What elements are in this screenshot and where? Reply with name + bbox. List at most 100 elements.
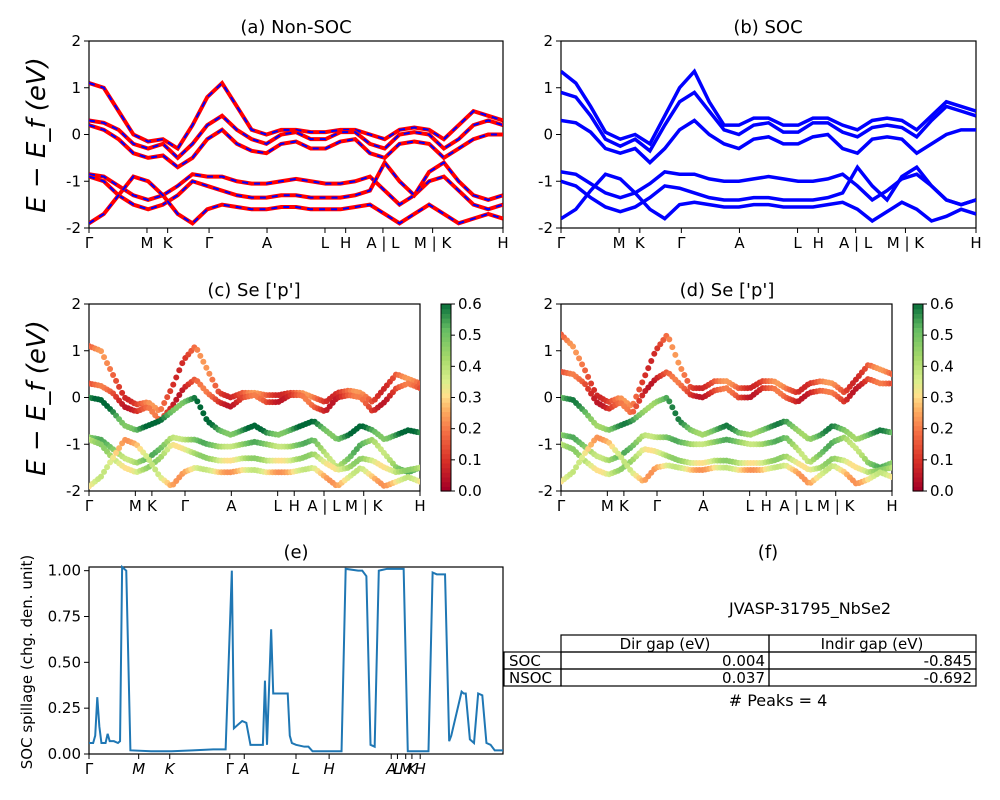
colorbar-segment xyxy=(441,458,451,464)
x-tick-label: Γ xyxy=(677,234,686,252)
projection-point xyxy=(588,380,595,387)
projection-point xyxy=(624,462,631,469)
series-group xyxy=(89,79,503,226)
colorbar-segment xyxy=(913,304,923,310)
colorbar-segment xyxy=(441,318,451,324)
colorbar-segment xyxy=(913,416,923,422)
y-tick-label: -2 xyxy=(538,219,553,237)
plot-frame xyxy=(88,566,504,755)
x-tick-label: L xyxy=(292,760,300,778)
colorbar: 0.0 0.1 0.2 0.3 0.4 0.5 0.6 xyxy=(912,295,954,500)
y-tick-label: 2 xyxy=(543,295,553,313)
projection-point xyxy=(660,337,667,344)
projection-point xyxy=(176,391,183,398)
table-cell-value: -0.845 xyxy=(924,652,972,670)
colorbar-segment xyxy=(441,430,451,436)
projection-point xyxy=(161,400,168,407)
colorbar-segment xyxy=(441,467,451,473)
panel-f-title: (f) xyxy=(758,542,778,563)
colorbar-segment xyxy=(441,472,451,478)
band-line-dashed xyxy=(89,124,503,169)
y-tick-label: -1 xyxy=(66,435,81,453)
x-tick-label: A xyxy=(385,760,396,778)
x-tick-label: A | L xyxy=(307,497,341,515)
projection-point xyxy=(672,351,679,358)
projection-point xyxy=(588,390,595,397)
projection-point xyxy=(681,371,688,378)
colorbar-segment xyxy=(913,341,923,347)
projection-point xyxy=(197,352,204,359)
x-tick-label: L xyxy=(393,760,401,778)
panel-c-ylabel: E − E_f (eV) xyxy=(22,320,52,476)
projection-point xyxy=(579,361,586,368)
x-tick-label: H xyxy=(970,234,981,252)
peaks-count: # Peaks = 4 xyxy=(729,691,828,710)
y-tick-label: 1.00 xyxy=(48,562,81,580)
colorbar-segment xyxy=(913,439,923,445)
colorbar-segment xyxy=(913,486,923,492)
projection-point xyxy=(579,454,586,461)
colorbar-segment xyxy=(913,313,923,319)
projection-point xyxy=(101,468,108,475)
band-line xyxy=(561,164,976,214)
colorbar-segment xyxy=(913,350,923,357)
colorbar-segment xyxy=(913,388,923,394)
colorbar-segment xyxy=(913,411,923,417)
series-group xyxy=(561,331,892,487)
panel-f: (f) JVASP-31795_NbSe2 Dir gap (eV) Indir… xyxy=(503,542,977,710)
projection-point xyxy=(642,372,649,379)
table-col-header: Indir gap (eV) xyxy=(821,635,924,653)
projection-point xyxy=(179,360,186,367)
colorbar-segment xyxy=(913,308,923,314)
colorbar-segment xyxy=(441,332,451,338)
series-group xyxy=(89,343,420,490)
y-tick-label: -1 xyxy=(538,435,553,453)
projection-point xyxy=(194,398,201,405)
projection-point xyxy=(651,350,658,357)
colorbar-segment xyxy=(913,406,923,413)
projection-point xyxy=(101,354,108,361)
colorbar-segment xyxy=(441,336,451,342)
y-tick-label: 1 xyxy=(71,79,81,97)
colorbar-segment xyxy=(441,355,451,361)
panel-a-title: (a) Non-SOC xyxy=(240,17,351,38)
colorbar-segment xyxy=(913,434,923,441)
projection-point xyxy=(684,377,691,384)
colorbar-tick-label: 0.2 xyxy=(458,420,482,438)
x-tick-label: A xyxy=(226,497,237,515)
panel-c-title: (c) Se ['p'] xyxy=(207,280,300,301)
x-tick-label: H xyxy=(497,234,508,252)
projection-point xyxy=(173,396,180,403)
projection-point xyxy=(209,376,216,383)
colorbar-tick-label: 0.5 xyxy=(930,326,954,344)
x-tick-label: Γ xyxy=(653,497,662,515)
y-tick-label: 0 xyxy=(71,389,81,407)
projection-point xyxy=(98,473,105,480)
projection-point xyxy=(889,380,892,387)
projection-point xyxy=(200,358,207,365)
x-tick-label: Γ xyxy=(226,760,235,778)
series-group xyxy=(561,68,976,224)
colorbar-tick-label: 0.1 xyxy=(930,451,954,469)
colorbar-segment xyxy=(913,322,923,328)
x-tick-label: M xyxy=(140,234,153,252)
projection-point xyxy=(107,366,114,373)
x-tick-label: H xyxy=(761,497,772,515)
x-tick-label: M xyxy=(613,234,626,252)
projection-point xyxy=(573,349,580,356)
y-tick-label: 2 xyxy=(71,295,81,313)
colorbar: 0.0 0.1 0.2 0.3 0.4 0.5 0.6 xyxy=(440,295,482,500)
x-tick-label: H xyxy=(813,234,824,252)
projection-point xyxy=(654,345,661,352)
x-tick-label: L xyxy=(273,497,282,515)
x-tick-label: H xyxy=(289,497,300,515)
plot-frame xyxy=(560,40,977,229)
table-col-header: Dir gap (eV) xyxy=(620,635,711,653)
band-line-dashed xyxy=(89,173,503,211)
colorbar-segment xyxy=(441,369,451,375)
projection-point xyxy=(197,404,204,411)
